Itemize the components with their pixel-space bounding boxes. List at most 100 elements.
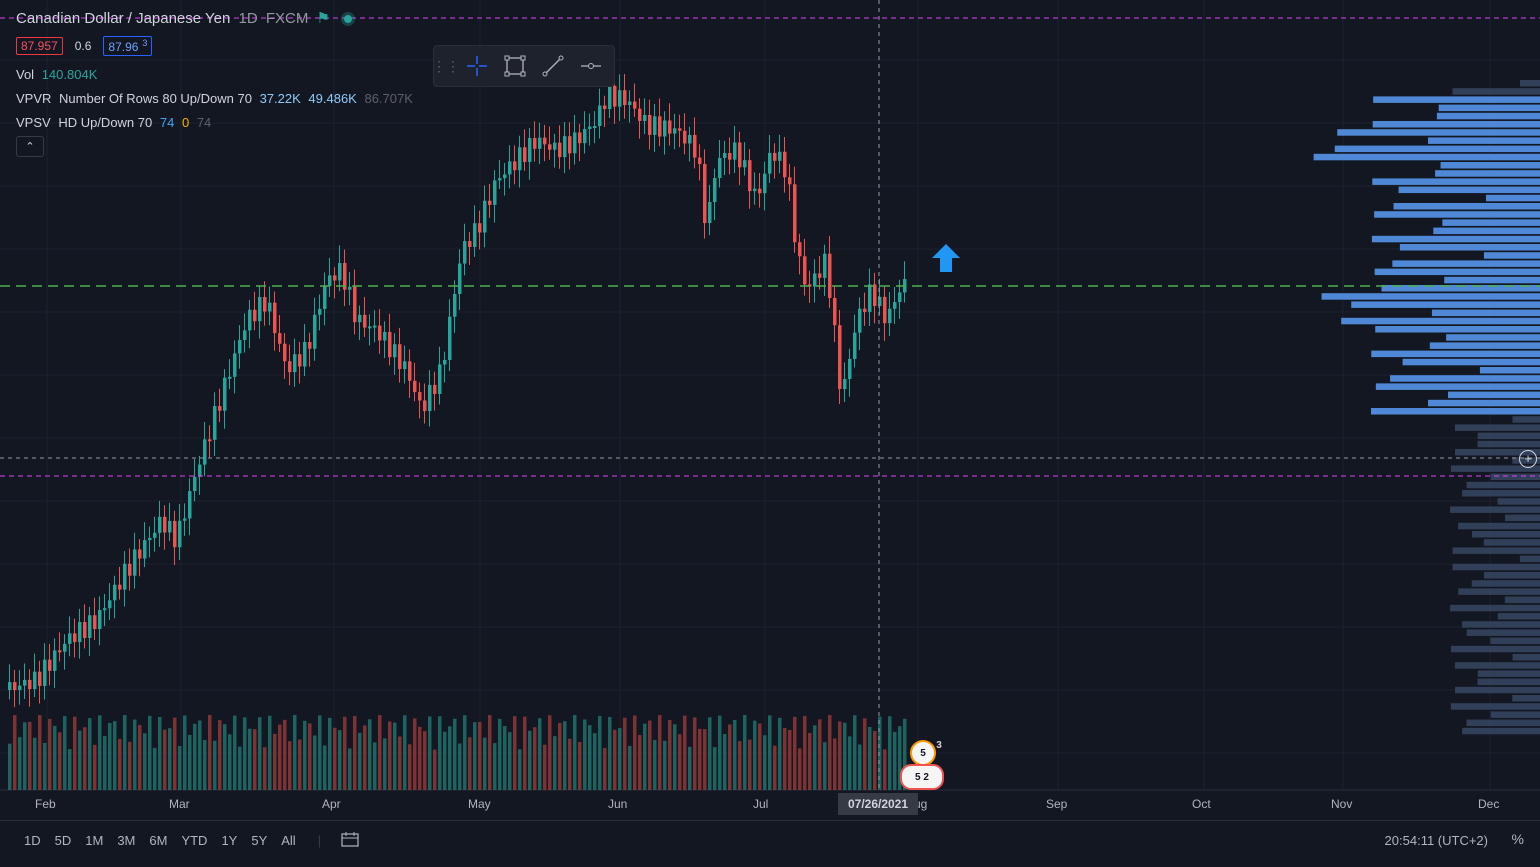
range-button-1m[interactable]: 1M xyxy=(85,832,104,848)
add-alert-plus-icon[interactable]: + xyxy=(1519,450,1537,468)
drawing-toolbar: ⋮⋮ xyxy=(432,45,615,87)
candle-body xyxy=(53,650,57,671)
volume-bar xyxy=(653,739,657,790)
volume-profile-bar xyxy=(1462,490,1540,497)
range-button-1y[interactable]: 1Y xyxy=(221,832,238,848)
candle-body xyxy=(468,241,472,248)
candle-body xyxy=(573,132,577,154)
range-button-5y[interactable]: 5Y xyxy=(251,832,268,848)
candle-body xyxy=(183,518,187,521)
vpsv-value-3: 74 xyxy=(196,115,212,130)
ask-price-button[interactable]: 87.96 3 xyxy=(103,36,153,56)
candle-body xyxy=(518,147,522,171)
candle-body xyxy=(678,128,682,131)
candle-body xyxy=(463,241,467,264)
drag-handle-icon[interactable]: ⋮⋮ xyxy=(432,57,460,74)
candle-body xyxy=(818,273,822,278)
vpvr-legend[interactable]: VPVR Number Of Rows 80 Up/Down 70 37.22K… xyxy=(16,91,417,106)
arrow-up-icon[interactable] xyxy=(928,240,964,276)
candle-body xyxy=(93,615,97,629)
volume-bar xyxy=(568,738,572,790)
range-button-3m[interactable]: 3M xyxy=(117,832,136,848)
candle-body xyxy=(393,344,397,358)
rectangle-tool-button[interactable] xyxy=(496,46,534,86)
bottom-toolbar: 1D 5D 1M 3M 6M YTD 1Y 5Y All | 20:54:11 (UTC+2) … xyxy=(0,820,1540,859)
candle-body xyxy=(623,90,627,105)
volume-bar xyxy=(838,721,842,790)
month-label-mar: Mar xyxy=(169,797,190,811)
volume-profile-bar xyxy=(1393,203,1540,210)
volume-profile-bar xyxy=(1390,375,1540,382)
candle-body xyxy=(603,105,607,110)
volume-bar xyxy=(163,729,167,790)
volume-bar xyxy=(853,715,857,790)
volume-bar xyxy=(778,717,782,790)
candle-body xyxy=(243,330,247,341)
range-button-ytd[interactable]: YTD xyxy=(181,832,208,848)
bid-price-button[interactable]: 87.957 xyxy=(16,37,63,55)
candle-body xyxy=(593,125,597,128)
volume-bar xyxy=(248,728,252,790)
candle-body xyxy=(353,286,357,323)
crosshair-tool-button[interactable] xyxy=(458,46,496,86)
volume-profile-bar xyxy=(1483,252,1540,259)
candle-body xyxy=(58,650,62,653)
volume-profile-bar xyxy=(1444,276,1540,284)
volume-profile-bar xyxy=(1471,580,1540,587)
volume-bar xyxy=(488,715,492,790)
volume-bar xyxy=(343,716,347,790)
trend-line-tool-button[interactable] xyxy=(534,46,572,86)
price-chart[interactable] xyxy=(0,0,1540,820)
range-button-1d[interactable]: 1D xyxy=(24,832,41,848)
volume-profile-bar xyxy=(1351,301,1540,308)
volume-profile-bar xyxy=(1452,547,1540,554)
candle-body xyxy=(778,151,782,161)
collapse-legend-button[interactable]: ⌃ xyxy=(16,136,44,157)
timezone-clock[interactable]: 20:54:11 (UTC+2) xyxy=(1384,833,1488,848)
volume-bar xyxy=(683,715,687,790)
candle-body xyxy=(83,622,87,638)
candle-body xyxy=(483,200,487,233)
event-badge-bottom[interactable]: 5 2 xyxy=(900,764,944,790)
volume-bar xyxy=(843,722,847,790)
candle-body xyxy=(478,223,482,233)
volume-bar xyxy=(213,740,217,790)
volume-bar xyxy=(613,729,617,790)
candle-body xyxy=(153,532,157,538)
candle-body xyxy=(743,160,747,168)
percent-scale-toggle[interactable]: % xyxy=(1511,831,1524,847)
go-to-date-icon[interactable] xyxy=(341,831,359,850)
volume-bar xyxy=(408,744,412,790)
candle-body xyxy=(48,659,52,671)
volume-profile-bar xyxy=(1519,555,1540,563)
volume-legend[interactable]: Vol 140.804K xyxy=(16,67,101,82)
candle-body xyxy=(898,292,902,303)
volume-bar xyxy=(143,733,147,790)
candle-body xyxy=(733,142,737,160)
candle-body xyxy=(563,136,567,158)
volume-bar xyxy=(648,720,652,790)
symbol-legend[interactable]: Canadian Dollar / Japanese Yen 1D FXCM ⚑ xyxy=(16,9,356,27)
volume-bar xyxy=(743,715,747,790)
candle-body xyxy=(108,600,112,609)
volume-profile-bar xyxy=(1402,358,1540,366)
candle-body xyxy=(588,126,592,129)
range-button-6m[interactable]: 6M xyxy=(149,832,168,848)
range-button-5d[interactable]: 5D xyxy=(54,832,72,848)
volume-bar xyxy=(813,725,817,790)
volume-bar xyxy=(328,717,332,790)
volume-profile-bar xyxy=(1454,424,1540,431)
candle-body xyxy=(443,359,447,365)
volume-profile-bar xyxy=(1440,162,1540,169)
vpsv-value-2: 0 xyxy=(181,115,190,130)
volume-profile-bar xyxy=(1466,629,1540,636)
market-status-dot-icon xyxy=(344,15,353,23)
horizontal-line-tool-button[interactable] xyxy=(572,46,610,86)
volume-bar xyxy=(298,739,302,790)
vpsv-legend[interactable]: VPSV HD Up/Down 70 74 0 74 xyxy=(16,115,215,130)
volume-bar xyxy=(18,737,22,790)
candle-body xyxy=(103,608,107,611)
candle-body xyxy=(218,406,222,411)
candle-body xyxy=(198,464,202,477)
range-button-all[interactable]: All xyxy=(281,832,296,848)
